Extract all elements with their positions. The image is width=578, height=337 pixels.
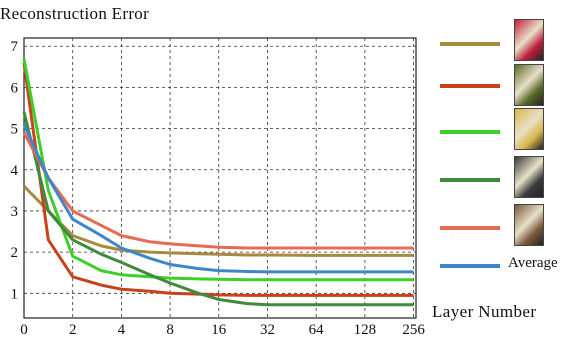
garden-scene-thumbnail — [514, 64, 544, 106]
y-tick-label: 7 — [11, 39, 19, 55]
series-line-1 — [22, 185, 414, 257]
x-tick-label: 4 — [118, 322, 126, 337]
legend-line-6 — [440, 264, 500, 268]
legend-line-4 — [440, 178, 500, 182]
plot-area — [23, 37, 417, 319]
legend-line-5 — [440, 226, 500, 230]
series-line-2 — [22, 62, 414, 297]
series-line-4 — [22, 111, 414, 307]
x-tick-label: 2 — [69, 322, 77, 337]
y-tick-label: 4 — [11, 163, 19, 179]
series-line-3 — [22, 58, 414, 282]
series-line-5 — [22, 131, 414, 250]
x-tick-label: 256 — [402, 322, 425, 337]
y-tick-label: 3 — [11, 204, 19, 220]
kitchen-objects-thumbnail — [514, 156, 544, 198]
legend-line-2 — [440, 84, 500, 88]
y-tick-label: 5 — [11, 122, 19, 138]
legend-line-3 — [440, 130, 500, 134]
x-axis-label: Layer Number — [432, 302, 537, 321]
x-tick-label: 32 — [260, 322, 275, 337]
legend-line-1 — [440, 42, 500, 46]
chart-title: Reconstruction Error — [0, 4, 150, 23]
y-tick-label: 2 — [11, 245, 19, 261]
x-tick-label: 128 — [354, 322, 377, 337]
x-tick-label: 0 — [20, 322, 28, 337]
series-line-6 — [22, 123, 414, 274]
yellow-flowers-vase-thumbnail — [514, 108, 544, 150]
x-tick-label: 8 — [166, 322, 174, 337]
y-tick-label: 6 — [11, 80, 19, 96]
x-tick-label: 64 — [309, 322, 325, 337]
red-flowers-thumbnail — [514, 19, 544, 61]
toys-scene-thumbnail — [514, 204, 544, 246]
x-tick-label: 16 — [211, 322, 227, 337]
legend-average-label: Average — [508, 255, 558, 271]
y-tick-label: 1 — [11, 286, 19, 302]
